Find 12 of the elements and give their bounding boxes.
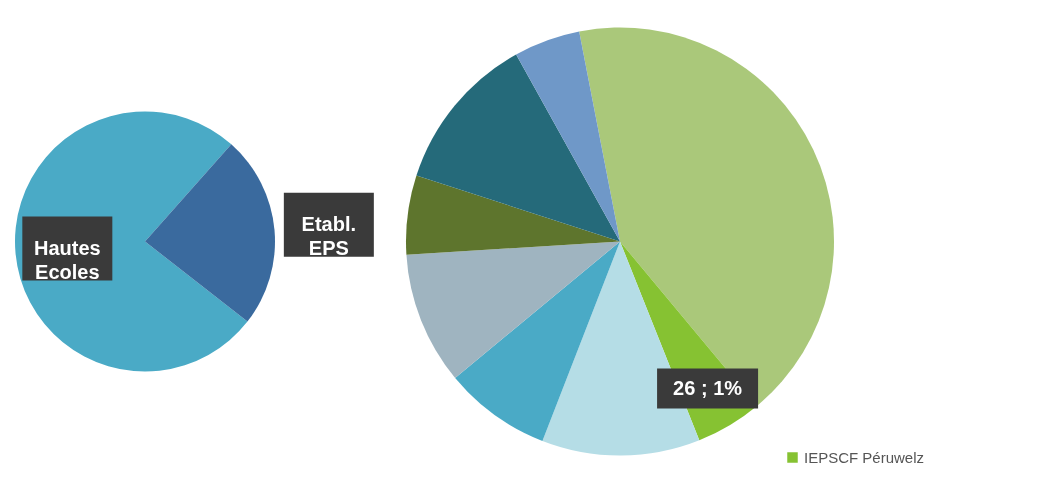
slice-label: Hautes Ecoles [33,236,101,283]
legend-label: IEPSCF Péruwelz [804,448,925,466]
pie-slice [455,241,620,441]
pie-slice [145,144,275,322]
pie-slice [542,241,700,456]
pie-slice [406,241,620,378]
pie-slice [579,27,834,406]
pie-slice [406,175,620,255]
data-label: 26 ; 1% [673,376,743,399]
slice-label: Etabl. EPS [301,212,357,259]
pie-slice [516,31,620,242]
pie-slice [416,54,620,242]
